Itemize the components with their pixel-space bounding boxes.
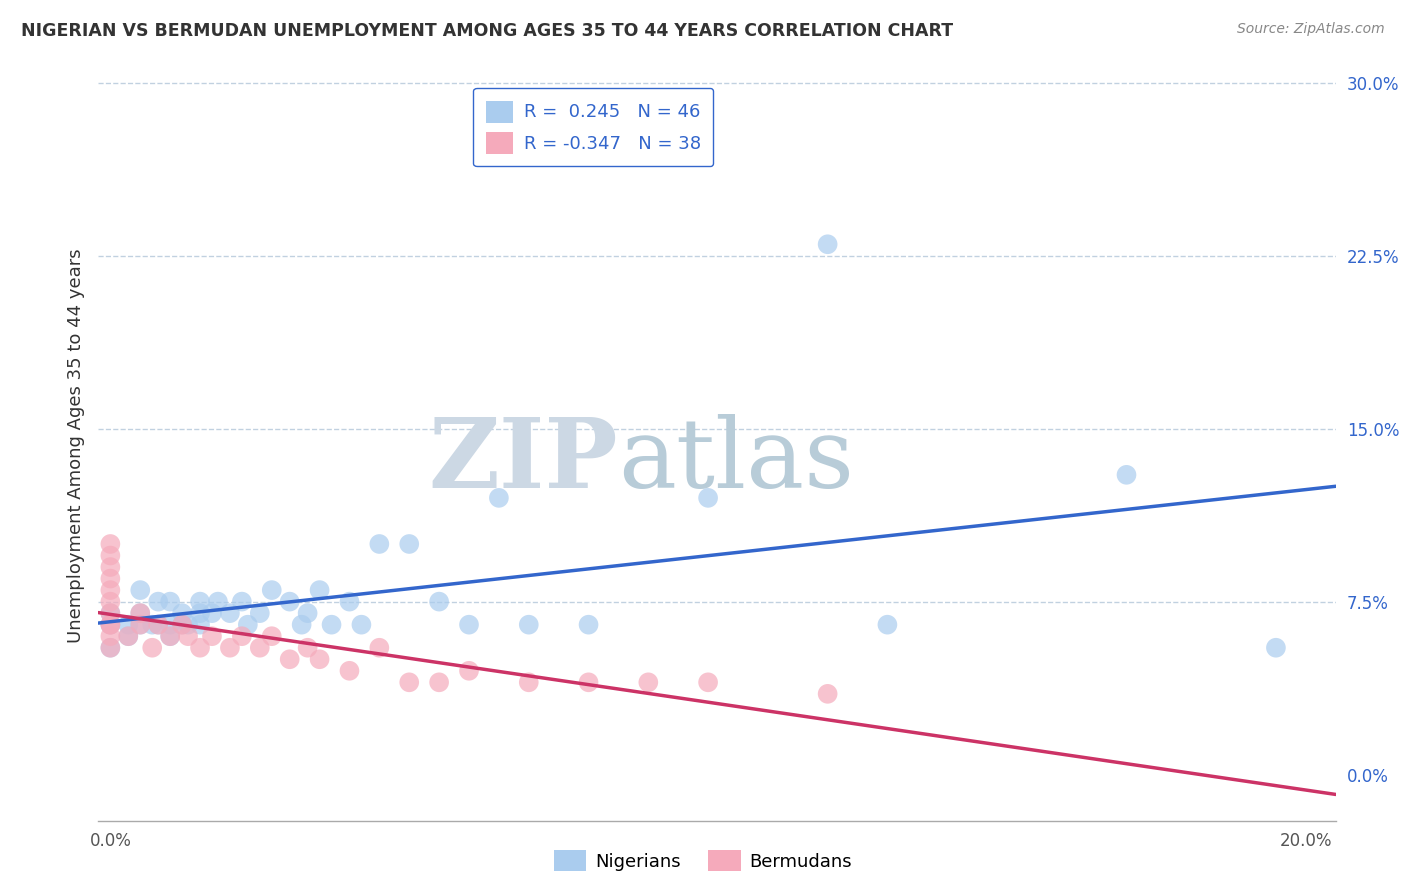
Point [697,491,720,505]
Point [1115,467,1137,482]
Point [100,640,122,655]
Point [517,617,540,632]
Point [231,594,253,608]
Point [172,617,194,632]
Point [321,617,343,632]
Point [697,675,720,690]
Point [159,629,181,643]
Point [129,617,152,632]
Point [260,629,283,643]
Point [427,594,450,608]
Point [236,617,259,632]
Point [188,617,211,632]
Y-axis label: Unemployment Among Ages 35 to 44 years: Unemployment Among Ages 35 to 44 years [66,249,84,643]
Point [129,617,152,632]
Point [458,664,481,678]
Point [100,629,122,643]
Point [100,617,122,632]
Point [637,675,659,690]
Point [177,629,200,643]
Legend: Nigerians, Bermudans: Nigerians, Bermudans [547,843,859,879]
Text: atlas: atlas [619,414,853,508]
Point [1264,640,1286,655]
Point [876,617,898,632]
Point [159,617,181,632]
Point [100,594,122,608]
Point [188,640,211,655]
Point [172,617,194,632]
Point [117,629,139,643]
Point [427,675,450,690]
Point [297,606,319,620]
Point [297,640,319,655]
Point [129,606,152,620]
Point [308,583,330,598]
Point [100,549,122,563]
Point [100,617,122,632]
Point [148,617,170,632]
Point [100,537,122,551]
Point [398,537,420,551]
Point [578,617,600,632]
Point [817,237,839,252]
Point [308,652,330,666]
Point [188,606,211,620]
Point [159,594,181,608]
Point [458,617,481,632]
Point [231,629,253,643]
Text: NIGERIAN VS BERMUDAN UNEMPLOYMENT AMONG AGES 35 TO 44 YEARS CORRELATION CHART: NIGERIAN VS BERMUDAN UNEMPLOYMENT AMONG … [21,22,953,40]
Point [129,606,152,620]
Point [219,606,242,620]
Point [201,606,224,620]
Point [159,629,181,643]
Point [100,640,122,655]
Point [219,640,242,655]
Point [278,594,301,608]
Point [148,594,170,608]
Point [141,617,163,632]
Point [117,629,139,643]
Point [117,617,139,632]
Legend: R =  0.245   N = 46, R = -0.347   N = 38: R = 0.245 N = 46, R = -0.347 N = 38 [474,88,713,166]
Point [339,664,361,678]
Point [817,687,839,701]
Point [339,594,361,608]
Point [201,629,224,643]
Point [141,640,163,655]
Point [100,617,122,632]
Point [129,583,152,598]
Point [368,640,391,655]
Text: Source: ZipAtlas.com: Source: ZipAtlas.com [1237,22,1385,37]
Point [249,606,271,620]
Point [100,606,122,620]
Point [177,617,200,632]
Point [578,675,600,690]
Point [100,560,122,574]
Point [100,572,122,586]
Point [188,594,211,608]
Point [517,675,540,690]
Point [398,675,420,690]
Text: ZIP: ZIP [429,414,619,508]
Point [100,583,122,598]
Point [207,594,229,608]
Point [100,606,122,620]
Point [278,652,301,666]
Point [368,537,391,551]
Point [291,617,314,632]
Point [172,606,194,620]
Point [148,617,170,632]
Point [260,583,283,598]
Point [249,640,271,655]
Point [488,491,510,505]
Point [350,617,373,632]
